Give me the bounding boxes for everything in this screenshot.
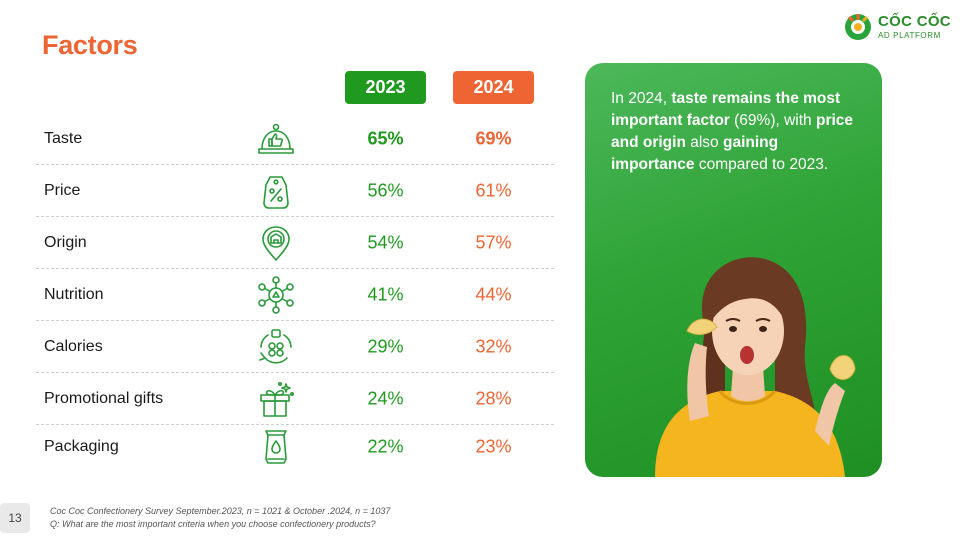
year-badge-2023: 2023: [345, 71, 426, 104]
insight-highlight: gaining importance: [611, 134, 779, 173]
nutrition-molecule-icon: [256, 275, 296, 315]
table-row: Price 56% 61%: [36, 165, 554, 217]
factor-label: Packaging: [44, 438, 119, 455]
price-tag-percent-icon: [256, 171, 296, 211]
insight-text-part: In 2024,: [611, 90, 672, 107]
value-2024: 23%: [475, 436, 512, 457]
table-row: Packaging 22% 23%: [36, 425, 554, 469]
value-2023: 41%: [367, 284, 404, 304]
factor-label: Price: [44, 181, 81, 199]
factor-label: Promotional gifts: [44, 389, 164, 407]
value-2024: 32%: [475, 336, 512, 356]
coc-coc-logo-icon: [845, 14, 871, 40]
insight-text-part: compared to 2023.: [694, 156, 829, 173]
calories-cycle-icon: [256, 327, 296, 367]
value-2024: 28%: [475, 388, 512, 408]
value-2023: 65%: [367, 128, 404, 148]
insight-panel: In 2024, taste remains the most importan…: [585, 63, 882, 477]
factors-table: Taste 65% 69% Price 56% 61%: [36, 113, 554, 469]
value-2023: 29%: [367, 336, 404, 356]
table-row: Nutrition 41% 44%: [36, 269, 554, 321]
woman-eating-chips-photo: [655, 257, 856, 477]
value-2024: 44%: [475, 284, 512, 304]
value-2023: 54%: [367, 232, 404, 252]
source-line: Coc Coc Confectionery Survey September.2…: [50, 506, 391, 516]
factor-label: Taste: [44, 129, 83, 147]
brand-logo: CỐC CỐC AD PLATFORM: [843, 11, 951, 43]
insight-text-part: (69%), with: [729, 112, 816, 129]
insight-text-part: also: [685, 134, 723, 151]
gift-box-icon: [256, 379, 296, 419]
value-2023: 22%: [367, 436, 404, 457]
question-line: Q: What are the most important criteria …: [50, 519, 376, 529]
table-row: Taste 65% 69%: [36, 113, 554, 165]
insight-highlight: price and origin: [611, 112, 854, 151]
factor-label: Nutrition: [44, 285, 104, 303]
value-2024: 61%: [475, 180, 512, 200]
table-row: Promotional gifts 24% 28%: [36, 373, 554, 425]
source-note: Coc Coc Confectionery Survey September.2…: [50, 505, 390, 531]
page-title: Factors: [42, 30, 138, 60]
value-2023: 56%: [367, 180, 404, 200]
value-2024: 69%: [475, 128, 512, 148]
value-2024: 57%: [475, 232, 512, 252]
insight-highlight: taste remains the most important factor: [611, 90, 841, 129]
snack-package-icon: [256, 427, 296, 467]
logo-name: CỐC CỐC: [878, 13, 951, 30]
logo-subtitle: AD PLATFORM: [878, 31, 941, 40]
location-pin-building-icon: [256, 223, 296, 263]
cloche-thumbs-up-icon: [256, 119, 296, 159]
table-row: Origin 54% 57%: [36, 217, 554, 269]
value-2023: 24%: [367, 388, 404, 408]
factor-label: Origin: [44, 233, 87, 251]
table-row: Calories 29% 32%: [36, 321, 554, 373]
year-badge-2024: 2024: [453, 71, 534, 104]
insight-text: In 2024, taste remains the most importan…: [611, 88, 861, 176]
page-number: 13: [0, 503, 30, 533]
factor-label: Calories: [44, 337, 103, 355]
